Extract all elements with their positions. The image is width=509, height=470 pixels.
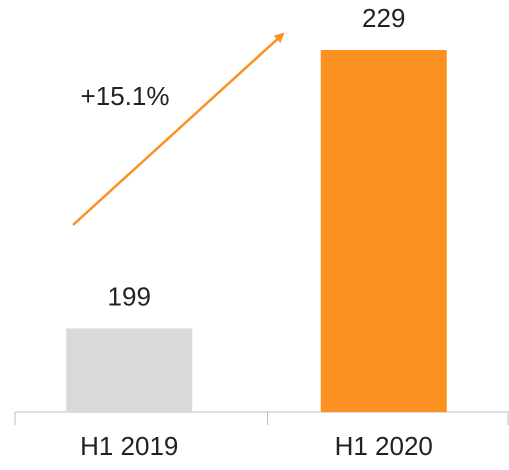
x-tick-label: H1 2020 (335, 431, 433, 461)
x-tick-label: H1 2019 (80, 431, 178, 461)
value-label: 229 (362, 3, 405, 33)
bar (66, 328, 193, 412)
growth-arrow (72, 32, 285, 226)
value-label: 199 (108, 281, 151, 311)
bar (320, 49, 447, 413)
annotation: +15.1% (81, 81, 170, 111)
